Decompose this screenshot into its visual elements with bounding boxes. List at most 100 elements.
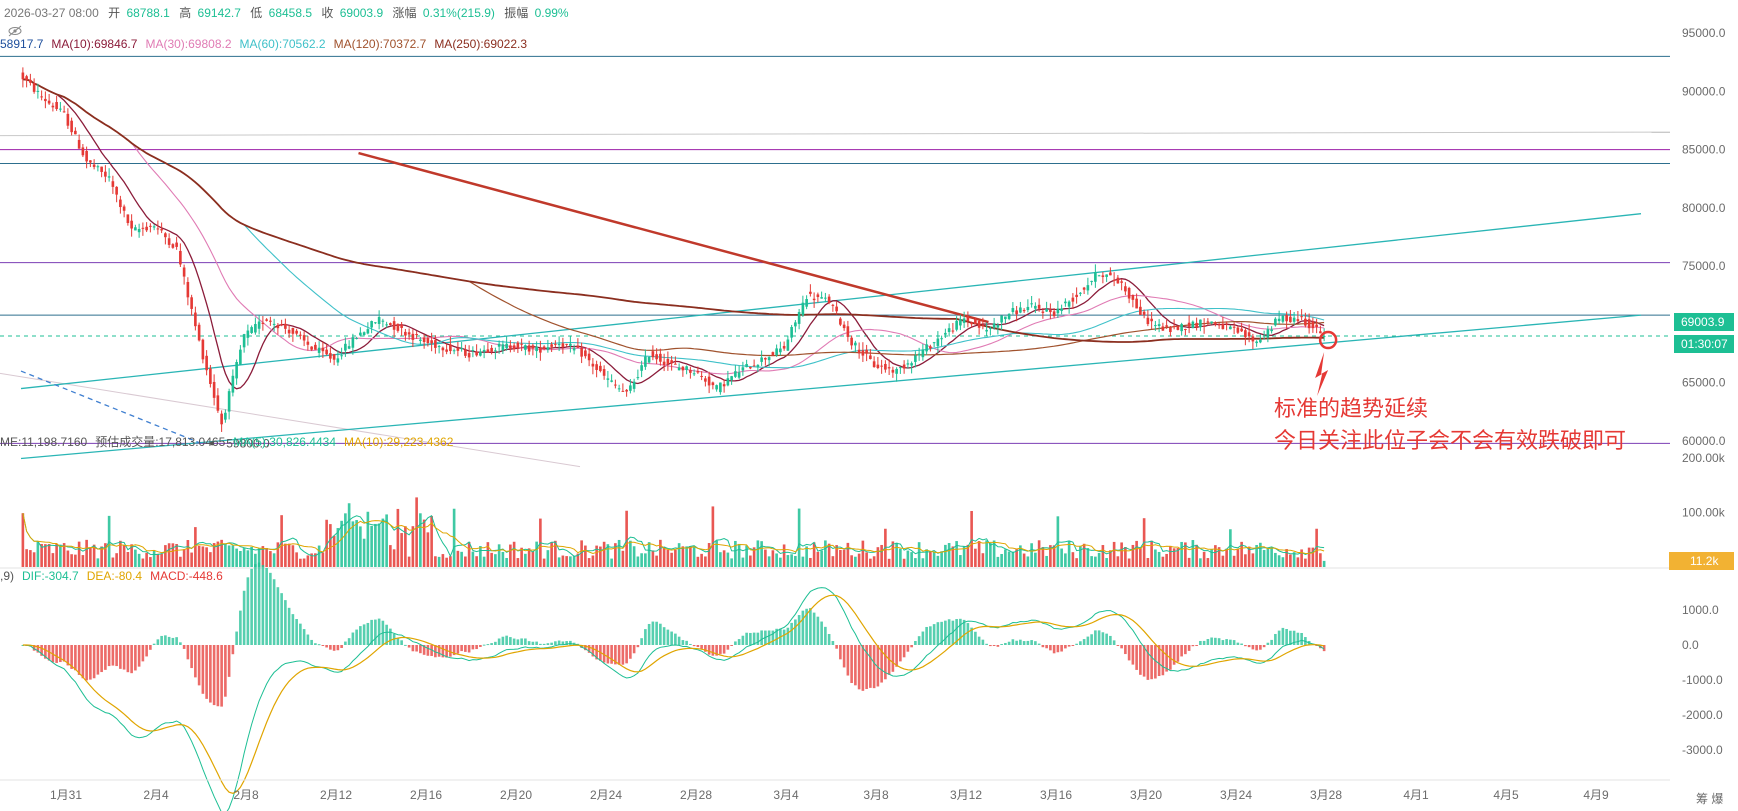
macd-histogram-bar [775, 628, 778, 645]
macd-histogram-bar [820, 621, 823, 645]
volume-bar [640, 553, 643, 567]
macd-histogram-bar [741, 635, 745, 645]
eye-off-icon[interactable] [8, 25, 22, 37]
volume-bar [29, 550, 32, 567]
candle-body [1019, 307, 1022, 313]
macd-histogram-bar [385, 624, 388, 645]
legend-entry: ,9) [0, 569, 14, 583]
macd-histogram-bar [359, 626, 362, 645]
volume-bar [359, 526, 362, 567]
candle-body [561, 343, 565, 347]
macd-histogram-bar [81, 645, 85, 679]
volume-bar [1000, 553, 1003, 567]
macd-histogram-bar [407, 645, 411, 648]
macd-histogram-bar [1154, 645, 1157, 679]
volume-bar [512, 541, 516, 567]
candle-body [332, 354, 336, 360]
macd-histogram-bar [224, 645, 227, 697]
volume-bar [1319, 553, 1322, 567]
volume-bar [1262, 550, 1266, 567]
macd-histogram-bar [520, 638, 523, 645]
high-label: 高 [179, 5, 191, 20]
candle-body [242, 334, 246, 348]
volume-bar [561, 555, 565, 567]
volume-bar [756, 540, 760, 567]
price-axis-tick: 80000.0 [1682, 201, 1726, 215]
volume-bar [1270, 548, 1273, 567]
volume-bar [1154, 549, 1157, 567]
macd-histogram-bar [467, 645, 471, 653]
macd-histogram-bar [715, 645, 718, 656]
candle-body [1296, 319, 1300, 322]
legend-entry: MA(10):69846.7 [51, 37, 137, 51]
macd-histogram-bar [445, 645, 448, 658]
macd-histogram-bar [1139, 645, 1142, 675]
macd-dif-line [22, 587, 1325, 811]
volume-bar [89, 548, 92, 567]
volume-bar [794, 555, 797, 567]
macd-histogram-bar [662, 627, 666, 645]
candle-body [539, 348, 542, 353]
macd-histogram-bar [1229, 639, 1232, 645]
volume-bar [655, 555, 658, 567]
volume-bar [1202, 551, 1206, 567]
volume-bar [1041, 547, 1045, 567]
candle-body [936, 338, 940, 346]
macd-histogram-bar [190, 645, 193, 669]
macd-pane [21, 562, 1326, 811]
volume-bar [959, 555, 962, 567]
macd-histogram-bar [152, 643, 156, 645]
date-axis-tick: 4月1 [1403, 788, 1429, 802]
candle-body [370, 321, 373, 328]
macd-histogram-bar [546, 643, 550, 645]
price-axis-tick: 90000.0 [1682, 84, 1726, 98]
volume-bar [227, 545, 231, 567]
volume-bar [1071, 552, 1075, 567]
volume-bar [126, 551, 130, 567]
macd-histogram-bar [479, 645, 482, 647]
candle-body [805, 299, 808, 307]
volume-bar [899, 548, 902, 567]
candle-body [381, 320, 385, 322]
macd-histogram-bar [314, 643, 317, 645]
macd-histogram-bar [1067, 645, 1071, 647]
candle-body [644, 356, 647, 367]
amp-value: 0.99% [535, 6, 569, 20]
volume-bar [1109, 550, 1112, 567]
volume-bar [460, 551, 463, 567]
macd-histogram-bar [171, 637, 175, 645]
candle-body [347, 346, 351, 349]
candle-body [992, 323, 996, 328]
candle-body [445, 349, 448, 352]
volume-bar [392, 549, 396, 567]
macd-histogram-bar [1097, 630, 1101, 645]
volume-bar [261, 546, 265, 567]
macd-histogram-bar [261, 565, 265, 645]
volume-bar [96, 558, 100, 567]
macd-histogram-bar [557, 640, 561, 645]
candle-body [786, 339, 790, 351]
macd-histogram-bar [100, 645, 103, 673]
macd-histogram-bar [989, 645, 992, 647]
volume-bar [321, 552, 325, 567]
volume-bar [1232, 555, 1236, 567]
macd-histogram-bar [284, 600, 287, 645]
macd-histogram-bar [332, 645, 336, 651]
macd-histogram-bar [107, 645, 111, 667]
candle-body [437, 346, 441, 348]
volume-bar [55, 543, 58, 567]
volume-bar [910, 552, 913, 567]
candle-body [666, 358, 670, 364]
candle-body [887, 367, 891, 369]
volume-bar [921, 558, 925, 567]
macd-histogram-bar [265, 567, 268, 645]
candle-body [449, 344, 452, 352]
macd-histogram-bar [276, 587, 280, 645]
candle-body [1094, 272, 1097, 282]
macd-histogram-bar [936, 622, 940, 645]
candle-body [70, 120, 73, 133]
candle-body [824, 297, 827, 299]
macd-histogram-bar [786, 627, 790, 645]
